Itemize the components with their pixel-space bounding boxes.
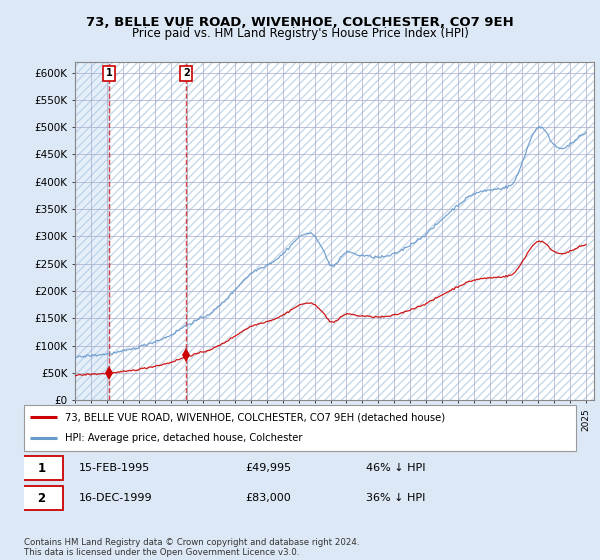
Text: 2: 2 — [183, 68, 190, 78]
Text: 36% ↓ HPI: 36% ↓ HPI — [366, 493, 425, 503]
Text: £83,000: £83,000 — [245, 493, 290, 503]
Text: Contains HM Land Registry data © Crown copyright and database right 2024.
This d: Contains HM Land Registry data © Crown c… — [24, 538, 359, 557]
FancyBboxPatch shape — [21, 486, 62, 511]
Text: 46% ↓ HPI: 46% ↓ HPI — [366, 463, 426, 473]
Text: 2: 2 — [38, 492, 46, 505]
Text: 1: 1 — [106, 68, 112, 78]
Text: 73, BELLE VUE ROAD, WIVENHOE, COLCHESTER, CO7 9EH: 73, BELLE VUE ROAD, WIVENHOE, COLCHESTER… — [86, 16, 514, 29]
Bar — [75, 62, 109, 400]
Text: 16-DEC-1999: 16-DEC-1999 — [79, 493, 153, 503]
Text: HPI: Average price, detached house, Colchester: HPI: Average price, detached house, Colc… — [65, 433, 303, 444]
Text: Price paid vs. HM Land Registry's House Price Index (HPI): Price paid vs. HM Land Registry's House … — [131, 27, 469, 40]
FancyBboxPatch shape — [21, 456, 62, 480]
Text: 15-FEB-1995: 15-FEB-1995 — [79, 463, 151, 473]
Text: 1: 1 — [38, 461, 46, 475]
Text: £49,995: £49,995 — [245, 463, 291, 473]
Text: 73, BELLE VUE ROAD, WIVENHOE, COLCHESTER, CO7 9EH (detached house): 73, BELLE VUE ROAD, WIVENHOE, COLCHESTER… — [65, 412, 446, 422]
